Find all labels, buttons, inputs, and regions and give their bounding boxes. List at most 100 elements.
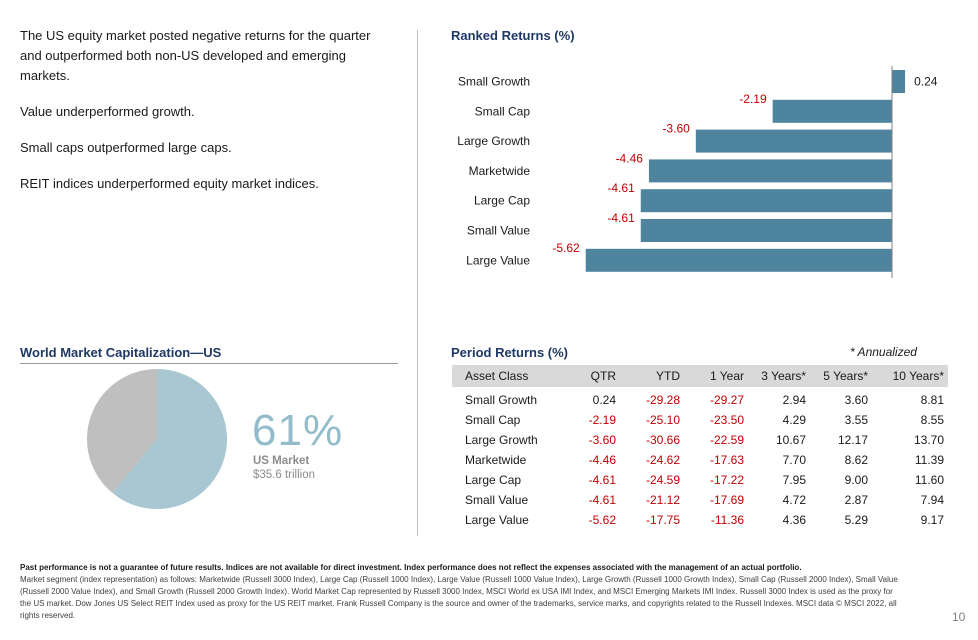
page-number: 10	[952, 610, 966, 624]
return-cell: -22.59	[709, 433, 744, 447]
data-label: 0.24	[914, 75, 938, 89]
table-row: Large Growth -3.60 -30.66 -22.59 10.67 12.17 1…	[452, 430, 948, 450]
bar	[695, 129, 892, 153]
data-label: -3.60	[662, 122, 690, 136]
col-header: 10 Years*	[872, 365, 948, 387]
bullet-text: Small caps outperformed large caps.	[20, 140, 232, 155]
annualized-note: * Annualized	[850, 345, 917, 359]
table-row: Large Cap -4.61 -24.59 -17.22 7.95 9.00 11.60	[452, 470, 948, 490]
return-cell: 2.87	[844, 493, 868, 507]
return-cell: 13.70	[913, 433, 944, 447]
ranked-returns-title: Ranked Returns (%)	[451, 28, 575, 43]
category-label: Large Cap	[474, 194, 530, 208]
disclaimer-footnote: Past performance is not a guarantee of f…	[20, 562, 900, 622]
asset-class-cell: Marketwide	[465, 453, 527, 467]
table-row: Marketwide -4.46 -24.62 -17.63 7.70 8.62 11.39	[452, 450, 948, 470]
disclaimer-bold: Past performance is not a guarantee of f…	[20, 563, 802, 572]
return-cell: -23.50	[709, 413, 744, 427]
bullet-text: The US equity market posted negative ret…	[20, 28, 371, 83]
asset-class-cell: Large Growth	[465, 433, 538, 447]
return-cell: -24.62	[645, 453, 680, 467]
bullet-text: Value underperformed growth.	[20, 104, 195, 119]
return-cell: -3.60	[588, 433, 616, 447]
return-cell: 11.60	[914, 473, 944, 487]
bullet-text: REIT indices underperformed equity marke…	[20, 176, 319, 191]
return-cell: -4.61	[588, 473, 616, 487]
bar	[640, 189, 892, 213]
bar	[772, 99, 892, 123]
return-cell: 5.29	[844, 513, 868, 527]
us-percent-label: 61%	[252, 406, 344, 455]
return-cell: -24.59	[645, 473, 680, 487]
bar	[648, 159, 892, 183]
return-cell: 8.55	[920, 413, 944, 427]
return-cell: 7.94	[920, 493, 944, 507]
return-cell: 4.36	[782, 513, 806, 527]
table-row: Large Value -5.62 -17.75 -11.36 4.36 5.29 9.17	[452, 510, 948, 530]
data-label: -4.46	[616, 151, 644, 165]
return-cell: -25.10	[645, 413, 680, 427]
return-cell: -17.22	[709, 473, 744, 487]
return-cell: -4.61	[588, 493, 616, 507]
vertical-divider	[417, 30, 418, 536]
asset-class-cell: Small Growth	[465, 393, 538, 407]
return-cell: 10.67	[775, 433, 806, 447]
return-cell: -29.27	[709, 393, 744, 407]
return-cell: 4.72	[782, 493, 806, 507]
category-label: Small Value	[467, 224, 530, 238]
category-label: Small Growth	[458, 75, 530, 89]
return-cell: 11.39	[914, 453, 944, 467]
asset-class-cell: Small Cap	[465, 413, 521, 427]
pie-slice-rest	[86, 369, 157, 493]
return-cell: 2.94	[782, 393, 806, 407]
return-cell: 4.29	[782, 413, 806, 427]
table-row: Small Cap -2.19 -25.10 -23.50 4.29 3.55 8.55	[452, 410, 948, 430]
category-label: Marketwide	[469, 164, 531, 178]
return-cell: 7.95	[782, 473, 806, 487]
col-header: QTR	[568, 365, 620, 387]
return-cell: -17.75	[645, 513, 680, 527]
return-cell: 9.00	[844, 473, 868, 487]
return-cell: 0.24	[592, 393, 616, 407]
category-label: Large Growth	[457, 134, 530, 148]
asset-class-cell: Small Value	[465, 493, 529, 507]
data-label: -4.61	[607, 181, 635, 195]
return-cell: 8.62	[844, 453, 868, 467]
return-cell: -17.63	[709, 453, 744, 467]
us-market-value: $35.6 trillion	[253, 469, 316, 481]
table-header-row: Asset Class QTR YTD 1 Year 3 Years* 5 Ye…	[452, 365, 948, 387]
asset-class-cell: Large Cap	[465, 473, 522, 487]
data-label: -2.19	[739, 92, 767, 106]
disclaimer-text: Market segment (index representation) as…	[20, 575, 898, 620]
col-header: YTD	[620, 365, 684, 387]
table-row: Small Growth 0.24 -29.28 -29.27 2.94 3.60 8.81	[452, 387, 948, 410]
return-cell: -21.12	[645, 493, 680, 507]
col-header: 1 Year	[684, 365, 748, 387]
data-label: -4.61	[607, 211, 635, 225]
return-cell: 9.17	[920, 513, 944, 527]
us-market-label: US Market	[253, 455, 310, 467]
period-returns-title: Period Returns (%)	[451, 345, 569, 360]
title-rule	[20, 363, 398, 364]
asset-class-cell: Large Value	[465, 513, 529, 527]
bar	[640, 219, 892, 242]
return-cell: -2.19	[588, 413, 616, 427]
summary-bullets: The US equity market posted negative ret…	[20, 26, 380, 210]
world-cap-pie	[86, 368, 228, 515]
pie-slice-us	[112, 369, 227, 509]
return-cell: -29.28	[645, 393, 680, 407]
category-label: Small Cap	[475, 104, 531, 118]
return-cell: 8.81	[920, 393, 944, 407]
return-cell: -11.36	[710, 513, 744, 527]
category-label: Large Value	[466, 253, 530, 267]
world-cap-title: World Market Capitalization—US	[20, 345, 222, 360]
period-returns-table: Asset Class QTR YTD 1 Year 3 Years* 5 Ye…	[452, 365, 948, 530]
data-label: -5.62	[552, 241, 580, 255]
bar	[585, 248, 892, 272]
return-cell: -30.66	[645, 433, 680, 447]
return-cell: 3.55	[844, 413, 868, 427]
return-cell: -17.69	[709, 493, 744, 507]
return-cell: 12.17	[837, 433, 868, 447]
col-header: 3 Years*	[748, 365, 810, 387]
ranked-returns-chart: Small Growth 0.24 Small Cap -2.19 Large Grow…	[457, 66, 938, 278]
